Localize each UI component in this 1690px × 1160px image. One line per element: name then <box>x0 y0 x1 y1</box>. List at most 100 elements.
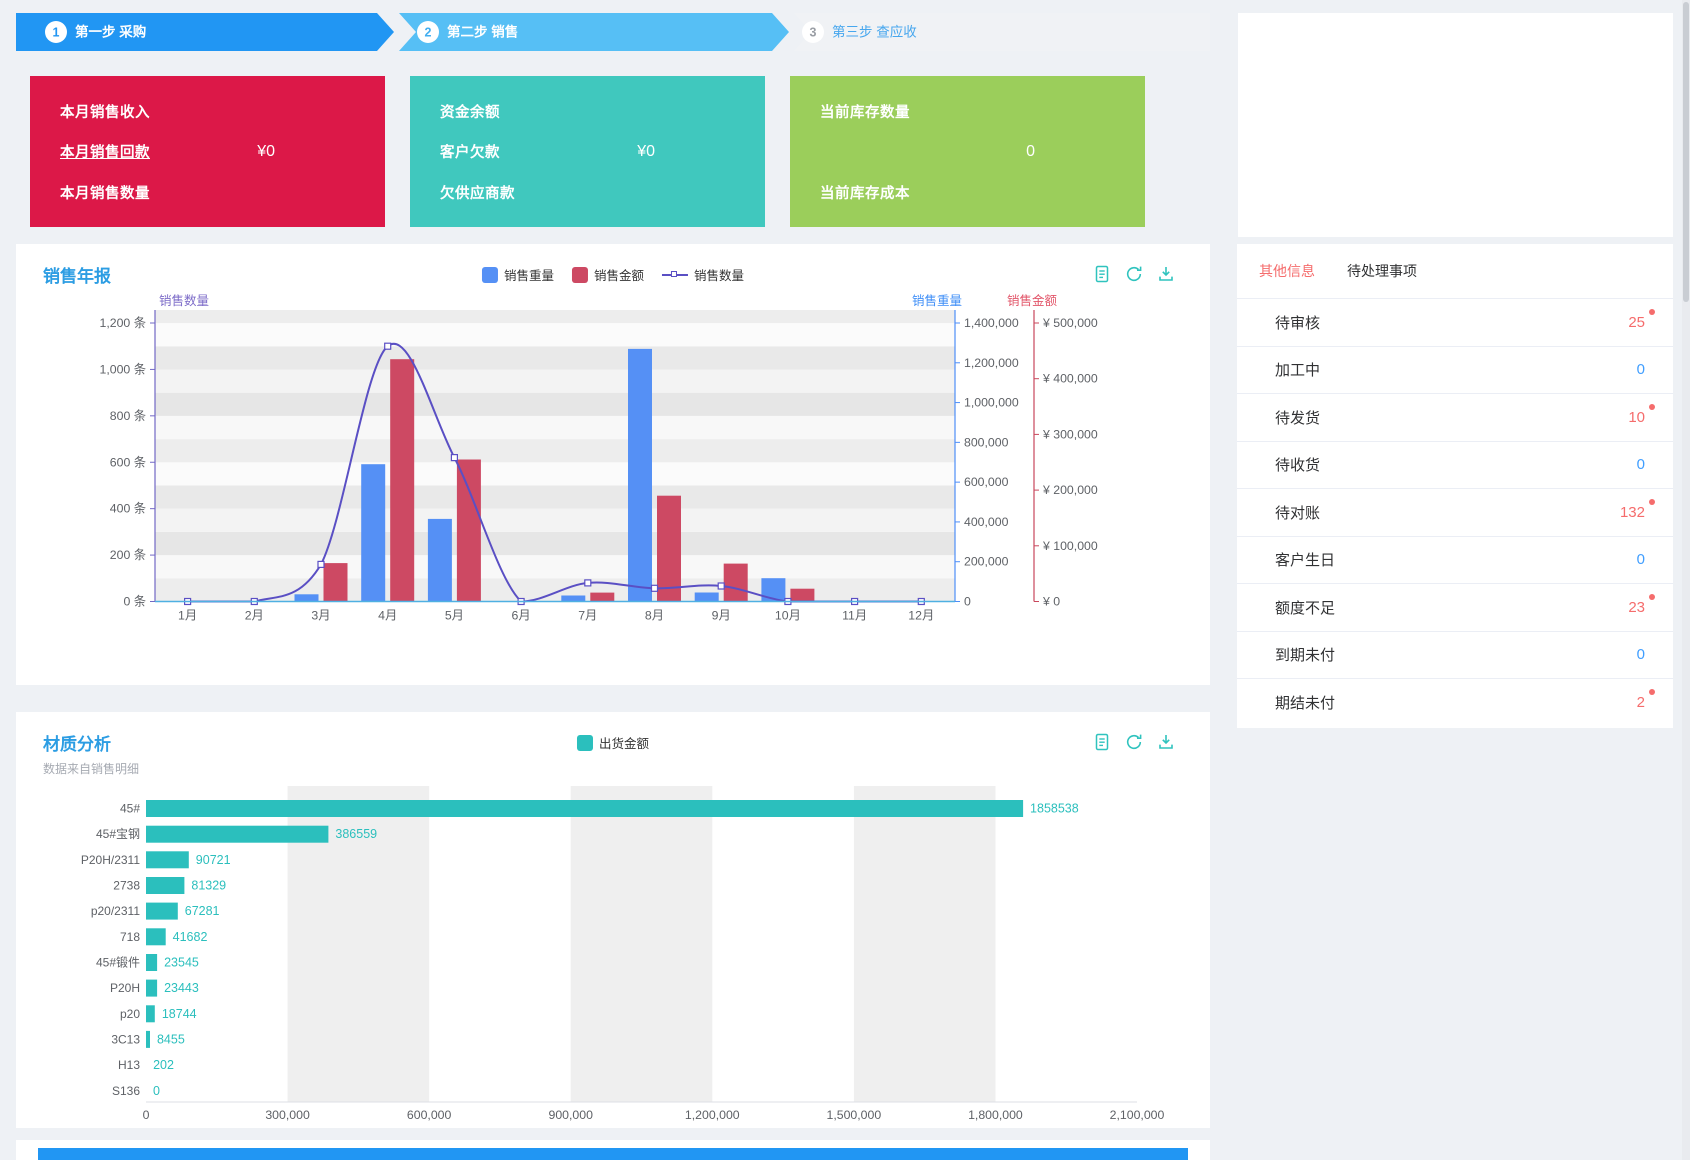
svg-text:3C13: 3C13 <box>111 1032 140 1046</box>
todo-row[interactable]: 待对账 132 <box>1237 489 1673 537</box>
legend-swatch <box>571 266 588 283</box>
legend-item-bar[interactable]: 出货金额 <box>576 733 650 752</box>
metric-label: 本月销售收入 <box>60 104 150 121</box>
svg-text:300,000: 300,000 <box>265 1108 310 1122</box>
notification-dot-icon <box>1649 593 1655 600</box>
svg-text:0: 0 <box>153 1084 160 1098</box>
page-scrollbar-thumb[interactable] <box>1683 2 1689 302</box>
todo-count: 25 <box>1628 308 1655 331</box>
svg-text:67281: 67281 <box>185 904 220 918</box>
info-panel: 其他信息 待处理事项 待审核 25 加工中 0 待发货 10 待收货 0 待对账 132 客户生日 0 额… <box>1237 244 1673 728</box>
material-analysis-card: 材质分析 数据来自销售明细 出货金额 45# 1858538 45#宝钢 386559… <box>16 712 1210 1128</box>
todo-row[interactable]: 加工中 0 <box>1237 347 1673 394</box>
svg-text:600,000: 600,000 <box>964 475 1009 489</box>
legend-label: 出货金额 <box>598 737 650 751</box>
grid-stripe <box>155 346 955 370</box>
svg-text:1,200,000: 1,200,000 <box>964 356 1019 370</box>
svg-text:81329: 81329 <box>191 878 226 892</box>
wizard-step-3[interactable] <box>794 13 1210 51</box>
svg-text:销售金额: 销售金额 <box>1007 293 1058 308</box>
svg-text:1,000,000: 1,000,000 <box>964 396 1019 410</box>
refresh-icon[interactable] <box>1124 732 1144 752</box>
todo-row[interactable]: 客户生日 0 <box>1237 537 1673 584</box>
svg-text:6月: 6月 <box>512 609 531 623</box>
refresh-icon[interactable] <box>1124 264 1144 284</box>
todo-label: 待对账 <box>1275 504 1321 522</box>
svg-text:2,100,000: 2,100,000 <box>1110 1108 1165 1122</box>
todo-row[interactable]: 期结未付 2 <box>1237 679 1673 727</box>
svg-text:202: 202 <box>153 1058 174 1072</box>
legend-line-marker <box>662 270 689 277</box>
todo-count: 132 <box>1620 498 1655 521</box>
todo-count: 0 <box>1636 361 1645 379</box>
todo-count: 23 <box>1628 593 1655 616</box>
todo-row[interactable]: 待收货 0 <box>1237 442 1673 489</box>
grid-stripe <box>155 462 955 486</box>
metric-label: 当前库存数量 <box>820 104 910 121</box>
svg-text:2: 2 <box>425 26 432 40</box>
svg-text:¥ 200,000: ¥ 200,000 <box>1042 483 1098 497</box>
form-icon[interactable] <box>1092 264 1112 284</box>
wizard-step-2[interactable] <box>399 13 789 51</box>
download-icon[interactable] <box>1156 264 1176 284</box>
legend-label: 销售金额 <box>593 269 645 283</box>
svg-text:200 条: 200 条 <box>110 548 146 562</box>
legend-item-bar[interactable]: 销售重量 <box>481 265 554 284</box>
material-chart-title: 材质分析 <box>43 735 111 754</box>
svg-text:第一步 采购: 第一步 采购 <box>75 24 146 40</box>
metric-value: ¥0 <box>637 142 655 160</box>
svg-text:41682: 41682 <box>173 930 208 944</box>
grid-stripe <box>155 555 955 579</box>
svg-text:900,000: 900,000 <box>548 1108 593 1122</box>
info-tab-2[interactable]: 待处理事项 <box>1347 263 1417 279</box>
svg-text:1,200,000: 1,200,000 <box>685 1108 740 1122</box>
svg-text:400,000: 400,000 <box>964 515 1009 529</box>
metric-row: 0 <box>820 139 1115 165</box>
wizard-step-number-badge <box>802 21 824 43</box>
wizard-step-1[interactable] <box>16 13 394 51</box>
svg-text:18744: 18744 <box>162 1007 197 1021</box>
material-chart: 45# 1858538 45#宝钢 386559 P20H/2311 90721 2738 8… <box>81 786 1165 1122</box>
legend-item-line[interactable]: 销售数量 <box>662 265 744 284</box>
todo-row[interactable]: 待发货 10 <box>1237 394 1673 442</box>
annual-chart-legend: 销售重量 销售金额 销售数量 <box>481 265 744 284</box>
annual-report-card: 销售年报 销售重量 销售金额 销售数量 0 条 200 条 400 条 600 条 800 … <box>16 244 1210 685</box>
metric-label[interactable]: 本月销售回款 <box>60 145 150 161</box>
svg-text:8月: 8月 <box>645 609 664 623</box>
todo-row[interactable]: 额度不足 23 <box>1237 584 1673 632</box>
svg-text:11月: 11月 <box>842 609 867 623</box>
grid-stripe <box>155 369 955 393</box>
svg-text:0: 0 <box>143 1108 150 1122</box>
step-wizard: 1 第一步 采购 2 第二步 销售 3 第三步 查应收 <box>16 13 1210 51</box>
grid-stripe <box>155 508 955 532</box>
notification-dot-icon <box>1649 308 1655 315</box>
annual-chart: 0 条 200 条 400 条 600 条 800 条 1,000 条 1,200 条 0 20… <box>100 293 1098 623</box>
wizard-step-number-badge <box>45 21 67 43</box>
material-chart-toolbar <box>1092 732 1176 752</box>
todo-row[interactable]: 待审核 25 <box>1237 299 1673 347</box>
notification-dot-icon <box>1649 498 1655 505</box>
svg-text:¥ 500,000: ¥ 500,000 <box>1042 316 1098 330</box>
material-bars <box>146 800 1024 1048</box>
metric-label: 欠供应商款 <box>440 185 515 202</box>
todo-row[interactable]: 到期未付 0 <box>1237 632 1673 679</box>
legend-label: 销售重量 <box>503 269 554 283</box>
svg-text:1月: 1月 <box>178 609 197 623</box>
svg-text:718: 718 <box>120 930 140 944</box>
metric-row: 本月销售数量 <box>60 179 355 205</box>
svg-text:S136: S136 <box>112 1084 140 1098</box>
material-chart-legend: 出货金额 <box>576 733 650 752</box>
form-icon[interactable] <box>1092 732 1112 752</box>
svg-text:5月: 5月 <box>445 609 464 623</box>
legend-label: 销售数量 <box>694 269 745 283</box>
page-scrollbar[interactable] <box>1682 0 1690 1160</box>
download-icon[interactable] <box>1156 732 1176 752</box>
metric-card-2: 资金余额 客户欠款 ¥0 欠供应商款 <box>410 76 765 227</box>
svg-text:10月: 10月 <box>775 609 801 623</box>
svg-text:0: 0 <box>964 595 971 609</box>
svg-text:45#锻件: 45#锻件 <box>96 955 140 969</box>
grid-stripe <box>155 392 955 416</box>
svg-text:2738: 2738 <box>113 878 140 892</box>
legend-item-bar[interactable]: 销售金额 <box>571 265 645 284</box>
info-tab-1[interactable]: 其他信息 <box>1259 263 1315 279</box>
